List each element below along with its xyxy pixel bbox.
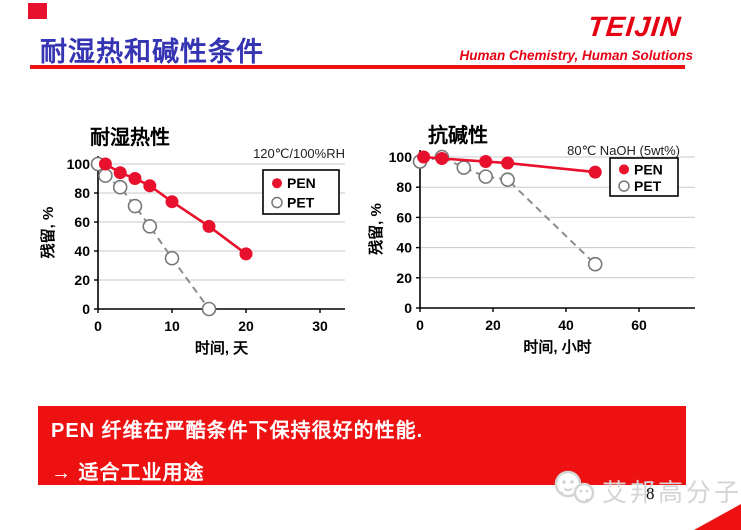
svg-text:0: 0 xyxy=(404,300,412,316)
svg-text:20: 20 xyxy=(238,318,254,334)
svg-text:100: 100 xyxy=(67,156,91,172)
data-point xyxy=(112,179,128,195)
chart-condition: 80℃ NaOH (5wt%) xyxy=(567,143,680,158)
data-point xyxy=(113,166,127,180)
series-PET xyxy=(90,156,217,317)
page-number: 8 xyxy=(646,484,655,503)
data-point xyxy=(587,256,603,272)
svg-text:60: 60 xyxy=(396,209,412,225)
svg-text:20: 20 xyxy=(74,272,90,288)
tick-labels: 0 10 20 30 0 20 40 60 80 100 xyxy=(67,156,328,334)
x-axis-label: 时间, 小时 xyxy=(523,338,591,356)
chart-canvas: 0 10 20 30 0 20 40 60 80 100 时间, 天 残留, % 耐湿热性 120℃/10… xyxy=(39,126,345,357)
title-underline xyxy=(30,65,685,69)
data-point xyxy=(456,160,472,175)
data-point xyxy=(127,198,143,214)
data-point xyxy=(98,168,113,183)
legend-label: PET xyxy=(634,178,662,194)
svg-text:10: 10 xyxy=(164,318,180,334)
data-point xyxy=(478,169,493,184)
legend-label: PET xyxy=(287,195,315,211)
svg-text:80: 80 xyxy=(396,179,412,195)
svg-text:0: 0 xyxy=(82,301,90,317)
moist-heat-chart: 0 10 20 30 0 20 40 60 80 100 时间, 天 残留, % 耐湿热性 120℃/10… xyxy=(30,98,362,366)
conclusion-banner: PEN 纤维在严酷条件下保持很好的性能. → 适合工业用途 xyxy=(38,406,686,485)
data-point xyxy=(98,157,112,171)
gridlines xyxy=(420,156,695,279)
svg-text:20: 20 xyxy=(485,317,501,333)
chart-canvas: 0 20 40 60 0 20 40 60 80 100 时间, 小时 残留, % 抗碱性 80℃ NaO… xyxy=(367,123,695,356)
chart-title: 耐湿热性 xyxy=(90,126,170,149)
data-point xyxy=(417,150,431,164)
data-point xyxy=(501,156,515,170)
brand-tagline: Human Chemistry, Human Solutions xyxy=(459,48,693,63)
banner-line-2: → 适合工业用途 xyxy=(51,462,205,484)
legend: PEN PET xyxy=(262,169,340,215)
axes xyxy=(419,150,695,309)
page-title: 耐湿热和碱性条件 xyxy=(40,37,264,67)
svg-text:100: 100 xyxy=(389,149,413,165)
chart-title: 抗碱性 xyxy=(428,123,488,147)
svg-text:40: 40 xyxy=(74,243,90,259)
corner-accent-square xyxy=(28,3,47,19)
svg-text:60: 60 xyxy=(74,214,90,230)
alkali-resistance-chart: 0 20 40 60 0 20 40 60 80 100 时间, 小时 残留, % 抗碱性 80℃ NaO… xyxy=(358,98,706,366)
data-point xyxy=(143,179,157,193)
y-axis-label: 残留, % xyxy=(367,203,385,255)
y-axis-label: 残留, % xyxy=(39,207,57,259)
svg-text:30: 30 xyxy=(312,318,328,334)
legend-label: PEN xyxy=(634,161,663,177)
watermark-text: 艾邦高分子 xyxy=(602,478,741,507)
wechat-smiley-icon xyxy=(552,466,598,515)
watermark: 艾邦高分子 xyxy=(552,466,741,515)
series-PEN xyxy=(417,150,602,179)
chart-condition: 120℃/100%RH xyxy=(253,146,345,161)
svg-text:80: 80 xyxy=(74,185,90,201)
banner-line-1: PEN 纤维在严酷条件下保持很好的性能. xyxy=(51,420,424,442)
data-point xyxy=(165,195,179,209)
x-axis-label: 时间, 天 xyxy=(195,339,249,357)
tick-labels: 0 20 40 60 0 20 40 60 80 100 xyxy=(389,149,647,333)
data-point xyxy=(239,247,253,261)
series-PEN xyxy=(98,157,253,261)
legend-label: PEN xyxy=(287,175,316,191)
axes xyxy=(97,156,345,310)
data-point xyxy=(588,165,602,179)
data-point xyxy=(142,219,158,234)
data-point xyxy=(500,172,515,187)
svg-text:20: 20 xyxy=(396,270,412,286)
svg-text:60: 60 xyxy=(631,317,647,333)
data-point xyxy=(435,152,449,166)
teijin-logo: TEIJIN xyxy=(586,11,683,42)
svg-text:0: 0 xyxy=(416,317,424,333)
data-point xyxy=(128,172,142,185)
svg-text:40: 40 xyxy=(558,317,574,333)
data-point xyxy=(479,155,493,169)
data-point xyxy=(164,250,180,266)
data-point xyxy=(202,219,216,233)
svg-text:40: 40 xyxy=(396,240,412,256)
data-point xyxy=(201,301,217,317)
svg-text:0: 0 xyxy=(94,318,102,334)
